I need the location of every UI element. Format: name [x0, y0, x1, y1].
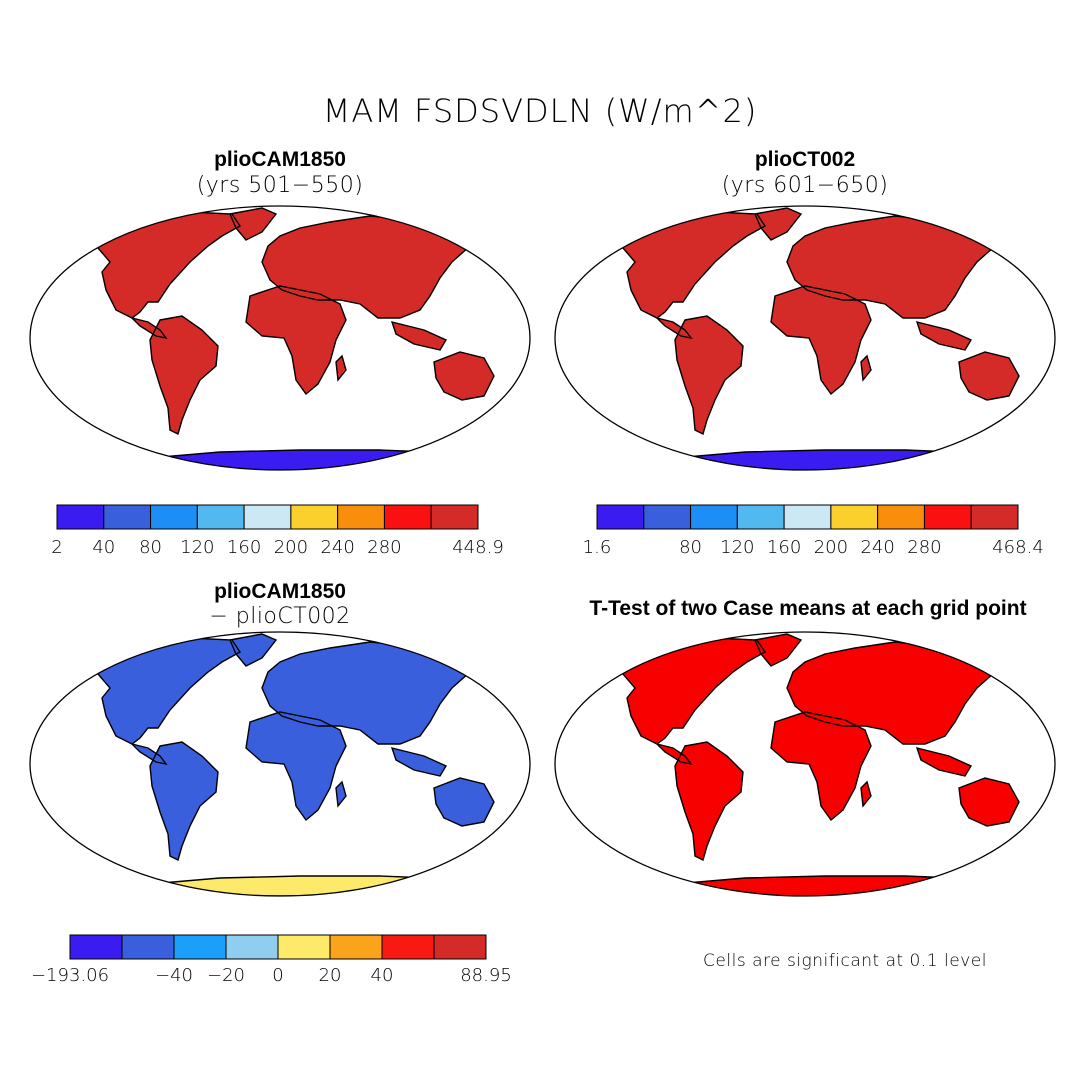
colorbar-3-label: 40 [370, 965, 394, 986]
colorbar-3-label: 88.95 [460, 965, 512, 986]
colorbar-3-label: −20 [207, 965, 245, 986]
figure-title: MAM FSDSVDLN (W/m^2) [322, 92, 758, 130]
map-border [554, 205, 1056, 471]
colorbar-3-swatch [277, 934, 331, 960]
colorbar-2-label: 280 [907, 537, 942, 558]
map-border [554, 631, 1056, 897]
colorbar-3-swatch [69, 934, 123, 960]
colorbar-1-label: 280 [367, 537, 402, 558]
colorbar-2-label: 1.6 [582, 537, 612, 558]
colorbar-3-label: −193.06 [30, 965, 110, 986]
colorbar-2-label: 468.4 [992, 537, 1044, 558]
colorbar-1-swatch [290, 504, 339, 530]
colorbar-1-swatch [383, 504, 432, 530]
colorbar-3-swatch [173, 934, 227, 960]
colorbar-1-label: 80 [139, 537, 162, 558]
colorbar-3-swatch [381, 934, 435, 960]
colorbar-1-swatch [430, 504, 479, 530]
colorbar-2-label: 120 [720, 537, 755, 558]
colorbar-3-swatch [329, 934, 383, 960]
colorbar-1-label: 200 [273, 537, 309, 558]
colorbar-3-label: 0 [272, 965, 284, 986]
colorbar-2-label: 240 [860, 537, 895, 558]
colorbar-1-label: 448.9 [452, 537, 504, 558]
colorbar-2-swatch [970, 504, 1019, 530]
colorbar-3-swatch [121, 934, 175, 960]
colorbar-2-swatch [923, 504, 972, 530]
colorbar-3-label: −40 [155, 965, 193, 986]
colorbar-2-swatch [690, 504, 738, 530]
colorbar-1-swatch [56, 504, 105, 530]
panel-2-subtitle: (yrs 601−650) [721, 173, 889, 198]
colorbar-3-label: 20 [318, 965, 342, 986]
colorbar-1-label: 120 [180, 537, 215, 558]
panel-3-title: plioCAM1850 [214, 580, 346, 603]
colorbar-1-label: 240 [320, 537, 355, 558]
colorbar-2-swatch [736, 504, 785, 530]
panel-1-subtitle: (yrs 501−550) [196, 173, 364, 198]
colorbar-2-swatch [783, 504, 832, 530]
panel-2-title: plioCT002 [754, 148, 856, 171]
map-border [29, 205, 531, 471]
colorbar-1-label: 2 [51, 537, 63, 558]
colorbar-1-swatch [103, 504, 152, 530]
colorbar-1-swatch [337, 504, 385, 530]
panel-3-subtitle: − plioCT002 [209, 604, 351, 629]
colorbar-1-label: 40 [92, 537, 116, 558]
colorbar-2-swatch [877, 504, 925, 530]
map-border [29, 631, 531, 897]
panel-4-title: T-Test of two Case means at each grid po… [589, 597, 1027, 620]
colorbar-2-swatch [643, 504, 692, 530]
colorbar-3-swatch [433, 934, 487, 960]
colorbar-1-swatch [150, 504, 198, 530]
significance-note: Cells are significant at 0.1 level [703, 951, 987, 971]
colorbar-2-swatch [596, 504, 645, 530]
colorbar-1-label: 160 [226, 537, 262, 558]
colorbar-2-label: 80 [679, 537, 702, 558]
colorbar-2-swatch [830, 504, 879, 530]
colorbar-2-label: 200 [813, 537, 849, 558]
colorbar-3-swatch [225, 934, 279, 960]
colorbar-2-label: 160 [766, 537, 802, 558]
panel-1-title: plioCAM1850 [214, 148, 346, 171]
colorbar-1-swatch [243, 504, 292, 530]
colorbar-1-swatch [196, 504, 245, 530]
